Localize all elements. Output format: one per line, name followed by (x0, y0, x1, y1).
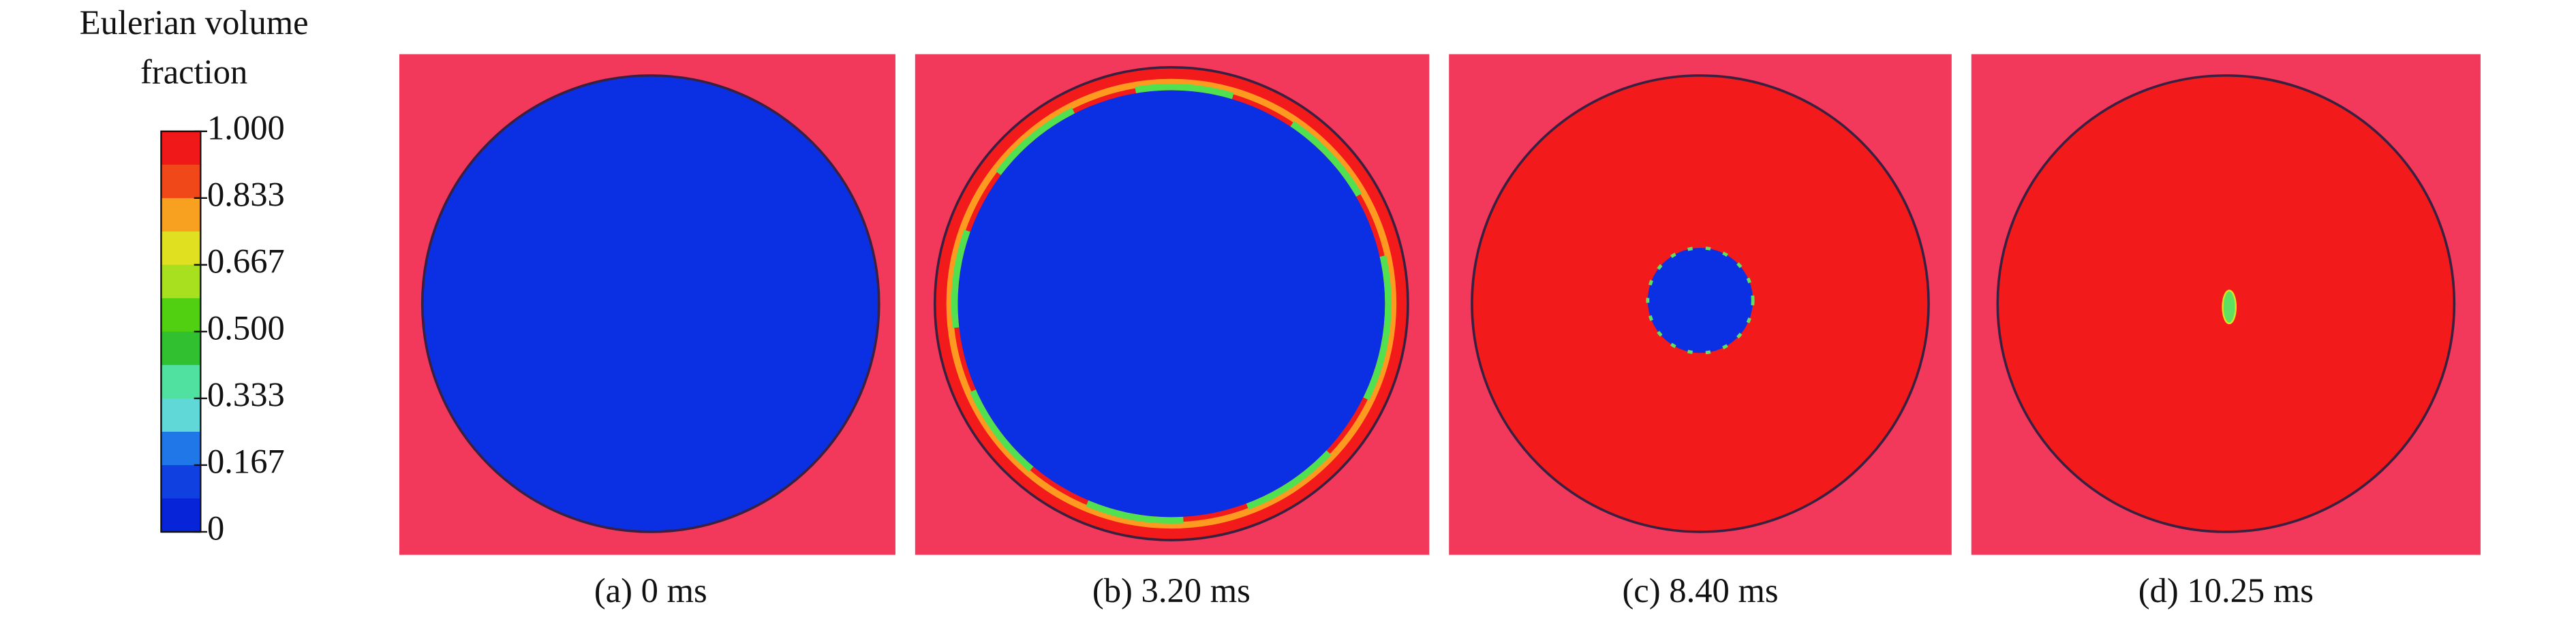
colorbar-label: 0.167 (207, 443, 285, 481)
colorbar-label: 0 (207, 509, 224, 548)
colorbar-band (161, 464, 201, 500)
core (957, 90, 1385, 518)
colorbar-band (161, 298, 201, 333)
caption: (a) 0 ms (594, 571, 707, 610)
colorbar-band (161, 164, 201, 200)
legend-title: fraction (140, 52, 247, 91)
caption: (b) 3.20 ms (1092, 571, 1251, 610)
panel (1449, 54, 1952, 555)
core (1646, 246, 1755, 355)
colorbar-band (161, 131, 201, 166)
colorbar-band (161, 198, 201, 233)
colorbar-label: 0.833 (207, 175, 285, 213)
caption: (c) 8.40 ms (1622, 571, 1778, 610)
colorbar-band (161, 331, 201, 366)
colorbar-label: 0.333 (207, 376, 285, 414)
interface (946, 78, 1397, 529)
colorbar-band (161, 398, 201, 433)
legend-title: Eulerian volume (80, 3, 309, 42)
interface (951, 83, 1392, 524)
caption: (d) 10.25 ms (2138, 571, 2314, 610)
colorbar-label: 0.667 (207, 242, 285, 280)
colorbar-label: 0.500 (207, 309, 285, 347)
colorbar: 1.000 0.833 0.667 0.500 0.333 0.167 0 (160, 108, 285, 548)
colorbar-band (161, 498, 201, 533)
panel (399, 54, 895, 555)
colorbar-band (161, 264, 201, 300)
panel (1971, 54, 2481, 555)
colorbar-band (161, 364, 201, 400)
sphere (420, 74, 880, 533)
colorbar-label: 1.000 (207, 108, 285, 146)
panel (915, 54, 1430, 555)
colorbar-band (161, 231, 201, 266)
colorbar-band (161, 431, 201, 467)
core (2222, 289, 2237, 325)
